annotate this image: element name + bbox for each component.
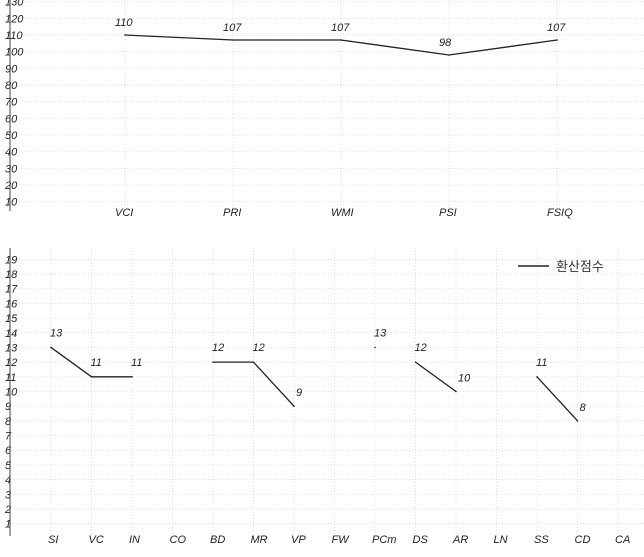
data-label: 12 (212, 342, 224, 354)
data-label: 107 (547, 22, 566, 34)
y-tick-label: 2 (4, 504, 11, 516)
data-point (293, 405, 295, 407)
data-label: 11 (91, 357, 102, 369)
y-tick-label: 40 (5, 147, 18, 159)
data-point (252, 361, 255, 363)
y-tick-label: 10 (5, 387, 18, 399)
x-tick-label: IN (129, 534, 140, 546)
y-tick-label: 110 (5, 30, 23, 42)
series-segment (415, 361, 457, 393)
y-tick-label: 8 (5, 416, 12, 428)
y-tick-label: 100 (5, 47, 24, 59)
data-point (131, 376, 133, 378)
data-point (448, 54, 450, 56)
x-tick-label: CO (170, 534, 187, 546)
y-tick-label: 15 (5, 313, 18, 325)
y-tick-label: 18 (5, 269, 18, 281)
y-tick-label: 5 (5, 460, 12, 472)
legend-label: 환산점수 (556, 259, 604, 274)
data-point (536, 376, 538, 378)
x-tick-label: FSIQ (547, 207, 573, 219)
data-label: 110 (115, 17, 133, 29)
data-label: 98 (439, 37, 452, 49)
y-tick-label: 3 (5, 489, 12, 501)
x-tick-label: LN (494, 534, 508, 546)
data-point (90, 376, 93, 378)
y-tick-label: 6 (5, 445, 12, 457)
x-tick-label: PRI (223, 207, 241, 219)
y-tick-label: 130 (5, 0, 24, 9)
x-tick-label: CD (575, 534, 591, 546)
x-tick-label: SI (48, 534, 58, 546)
data-label: 9 (296, 387, 302, 399)
x-tick-label: VC (89, 534, 104, 546)
x-tick-label: BD (210, 534, 225, 546)
data-point (50, 346, 52, 349)
data-label: 8 (580, 402, 587, 414)
data-point (576, 420, 579, 422)
y-tick-label: 120 (5, 13, 24, 25)
y-tick-label: 4 (5, 475, 11, 487)
y-tick-label: 60 (5, 113, 18, 125)
data-point (124, 34, 126, 36)
x-tick-label: VCI (115, 207, 133, 219)
y-tick-label: 50 (5, 130, 18, 142)
x-tick-label: MR (251, 534, 268, 546)
x-tick-label: PCm (372, 534, 396, 546)
data-point (374, 346, 376, 349)
y-tick-label: 70 (5, 97, 18, 109)
data-label: 13 (50, 327, 63, 339)
x-tick-label: FW (332, 534, 351, 546)
data-label: 107 (331, 22, 350, 34)
data-point (556, 39, 558, 41)
y-tick-label: 11 (5, 372, 16, 384)
x-tick-label: AR (452, 534, 468, 546)
y-tick-label: 30 (5, 163, 18, 175)
y-tick-label: 20 (4, 180, 18, 192)
x-tick-label: VP (291, 534, 306, 546)
y-tick-label: 19 (5, 254, 17, 266)
y-tick-label: 16 (5, 298, 18, 310)
y-tick-label: 90 (5, 63, 18, 75)
x-tick-label: SS (534, 534, 549, 546)
x-tick-label: CA (615, 534, 630, 546)
y-tick-label: 12 (5, 357, 17, 369)
data-point (212, 361, 214, 363)
data-label: 10 (458, 373, 471, 385)
data-point (340, 39, 342, 41)
y-tick-label: 1 (5, 519, 11, 531)
y-tick-label: 7 (5, 431, 12, 443)
y-tick-label: 17 (5, 284, 18, 296)
x-tick-label: WMI (331, 207, 354, 219)
x-tick-label: PSI (439, 207, 457, 219)
y-tick-label: 80 (5, 80, 18, 92)
data-label: 11 (536, 357, 547, 369)
data-point (232, 39, 234, 41)
data-label: 11 (131, 357, 142, 369)
data-label: 107 (223, 22, 242, 34)
series-segment (536, 376, 578, 422)
data-point (414, 361, 417, 363)
data-label: 12 (415, 342, 427, 354)
data-label: 12 (253, 342, 265, 354)
y-tick-label: 9 (5, 401, 11, 413)
x-tick-label: DS (413, 534, 429, 546)
data-label: 13 (374, 327, 387, 339)
data-point (455, 390, 457, 393)
composite-scores-chart: 10 20 30 40 50 60 70 80 90 100 110 120 130 110 VCI 107 P… (4, 0, 644, 219)
y-tick-label: 14 (5, 328, 17, 340)
y-tick-label: 10 (5, 197, 18, 209)
y-tick-label: 13 (5, 342, 18, 354)
